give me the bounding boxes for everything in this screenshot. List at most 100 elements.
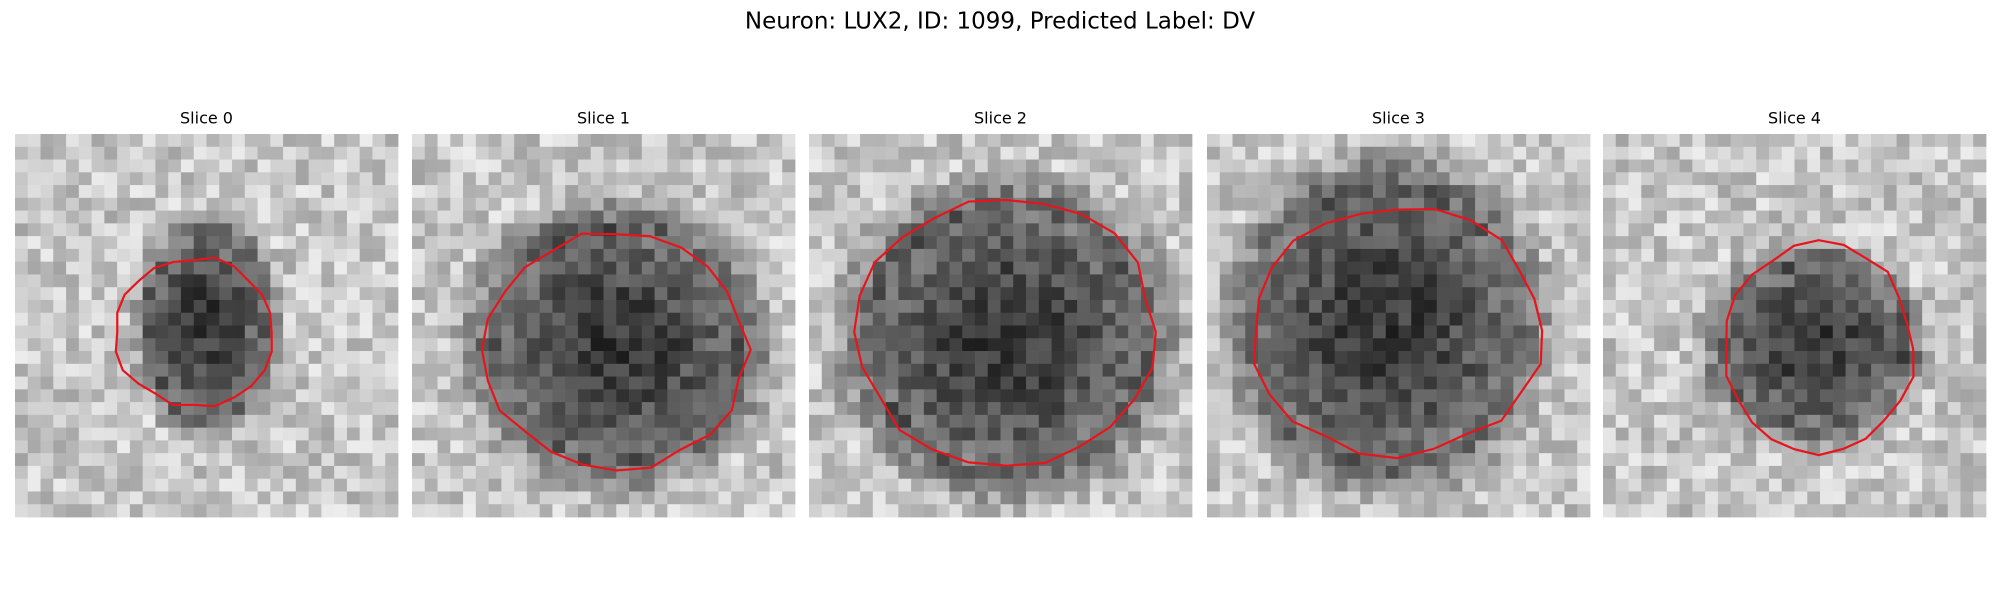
pixel bbox=[654, 172, 668, 186]
pixel bbox=[1603, 351, 1617, 365]
pixel bbox=[1258, 363, 1272, 377]
pixel bbox=[1309, 351, 1323, 365]
pixel bbox=[526, 363, 541, 377]
pixel bbox=[565, 351, 579, 365]
pixel bbox=[667, 261, 681, 275]
pixel bbox=[372, 197, 386, 211]
pixel bbox=[1000, 376, 1014, 390]
pixel bbox=[936, 478, 950, 492]
pixel bbox=[1321, 274, 1336, 288]
pixel bbox=[962, 134, 976, 148]
pixel bbox=[1270, 172, 1284, 186]
pixel bbox=[359, 351, 373, 365]
pixel bbox=[1038, 427, 1052, 441]
pixel bbox=[667, 274, 681, 288]
pixel bbox=[629, 389, 643, 403]
pixel bbox=[129, 478, 144, 492]
pixel bbox=[1666, 185, 1680, 199]
pixel bbox=[1296, 338, 1310, 352]
pixel bbox=[1756, 197, 1770, 211]
pixel bbox=[1768, 504, 1783, 518]
pixel bbox=[308, 197, 322, 211]
pixel bbox=[180, 299, 195, 314]
pixel bbox=[1794, 223, 1808, 237]
pixel bbox=[1153, 172, 1167, 186]
pixel bbox=[1166, 274, 1180, 288]
pixel bbox=[1013, 185, 1027, 199]
pixel bbox=[782, 159, 796, 173]
pixel bbox=[692, 465, 707, 480]
pixel bbox=[1679, 402, 1693, 416]
pixel bbox=[987, 465, 1001, 480]
pixel bbox=[1896, 478, 1910, 492]
pixel bbox=[1717, 453, 1732, 467]
pixel bbox=[1140, 440, 1155, 454]
pixel bbox=[180, 427, 195, 441]
pixel bbox=[1692, 134, 1706, 148]
pixel bbox=[206, 504, 220, 518]
pixel bbox=[53, 351, 67, 365]
pixel bbox=[1411, 146, 1425, 160]
pixel bbox=[1449, 465, 1463, 480]
pixel bbox=[1781, 210, 1795, 224]
pixel bbox=[1179, 338, 1193, 352]
pixel bbox=[743, 236, 758, 250]
pixel bbox=[667, 440, 681, 454]
pixel bbox=[987, 427, 1001, 441]
pixel bbox=[424, 274, 438, 288]
pixel bbox=[1692, 504, 1706, 518]
pixel bbox=[385, 172, 399, 186]
pixel bbox=[78, 338, 92, 352]
pixel bbox=[1283, 351, 1297, 365]
pixel bbox=[514, 172, 528, 186]
pixel bbox=[1743, 414, 1757, 429]
pixel bbox=[654, 248, 668, 263]
pixel bbox=[1166, 351, 1180, 365]
pixel bbox=[334, 248, 348, 263]
pixel bbox=[1756, 453, 1770, 467]
pixel bbox=[1424, 312, 1438, 326]
pixel bbox=[1666, 338, 1680, 352]
pixel bbox=[1743, 478, 1757, 492]
pixel bbox=[911, 146, 925, 160]
pixel bbox=[1615, 185, 1629, 199]
pixel bbox=[1245, 427, 1259, 441]
pixel bbox=[1705, 274, 1719, 288]
pixel bbox=[295, 504, 310, 518]
pixel bbox=[1232, 287, 1246, 301]
pixel bbox=[1115, 312, 1129, 326]
pixel bbox=[244, 274, 258, 288]
pixel bbox=[1717, 159, 1732, 173]
pixel bbox=[1832, 172, 1846, 186]
pixel bbox=[1743, 274, 1757, 288]
pixel bbox=[847, 389, 861, 403]
pixel bbox=[756, 312, 770, 326]
pixel bbox=[206, 465, 220, 480]
pixel bbox=[590, 338, 604, 352]
pixel bbox=[603, 146, 617, 160]
pixel bbox=[514, 236, 528, 250]
pixel bbox=[1628, 287, 1642, 301]
pixel bbox=[1258, 351, 1272, 365]
pixel bbox=[1705, 146, 1719, 160]
pixel bbox=[1603, 146, 1617, 160]
pixel bbox=[437, 287, 451, 301]
pixel bbox=[974, 210, 989, 224]
pixel bbox=[104, 185, 118, 199]
pixel bbox=[718, 248, 732, 263]
pixel bbox=[1973, 338, 1987, 352]
pixel bbox=[654, 287, 668, 301]
contour bbox=[480, 232, 752, 472]
pixel bbox=[475, 172, 489, 186]
pixel bbox=[359, 478, 373, 492]
pixel bbox=[667, 223, 681, 237]
pixel bbox=[629, 312, 643, 326]
pixel bbox=[346, 427, 361, 441]
pixel bbox=[1140, 465, 1155, 480]
pixel bbox=[142, 389, 156, 403]
pixel bbox=[1820, 363, 1834, 377]
pixel bbox=[1153, 504, 1167, 518]
pixel bbox=[15, 325, 29, 339]
pixel bbox=[1538, 376, 1553, 390]
pixel bbox=[1064, 236, 1078, 250]
